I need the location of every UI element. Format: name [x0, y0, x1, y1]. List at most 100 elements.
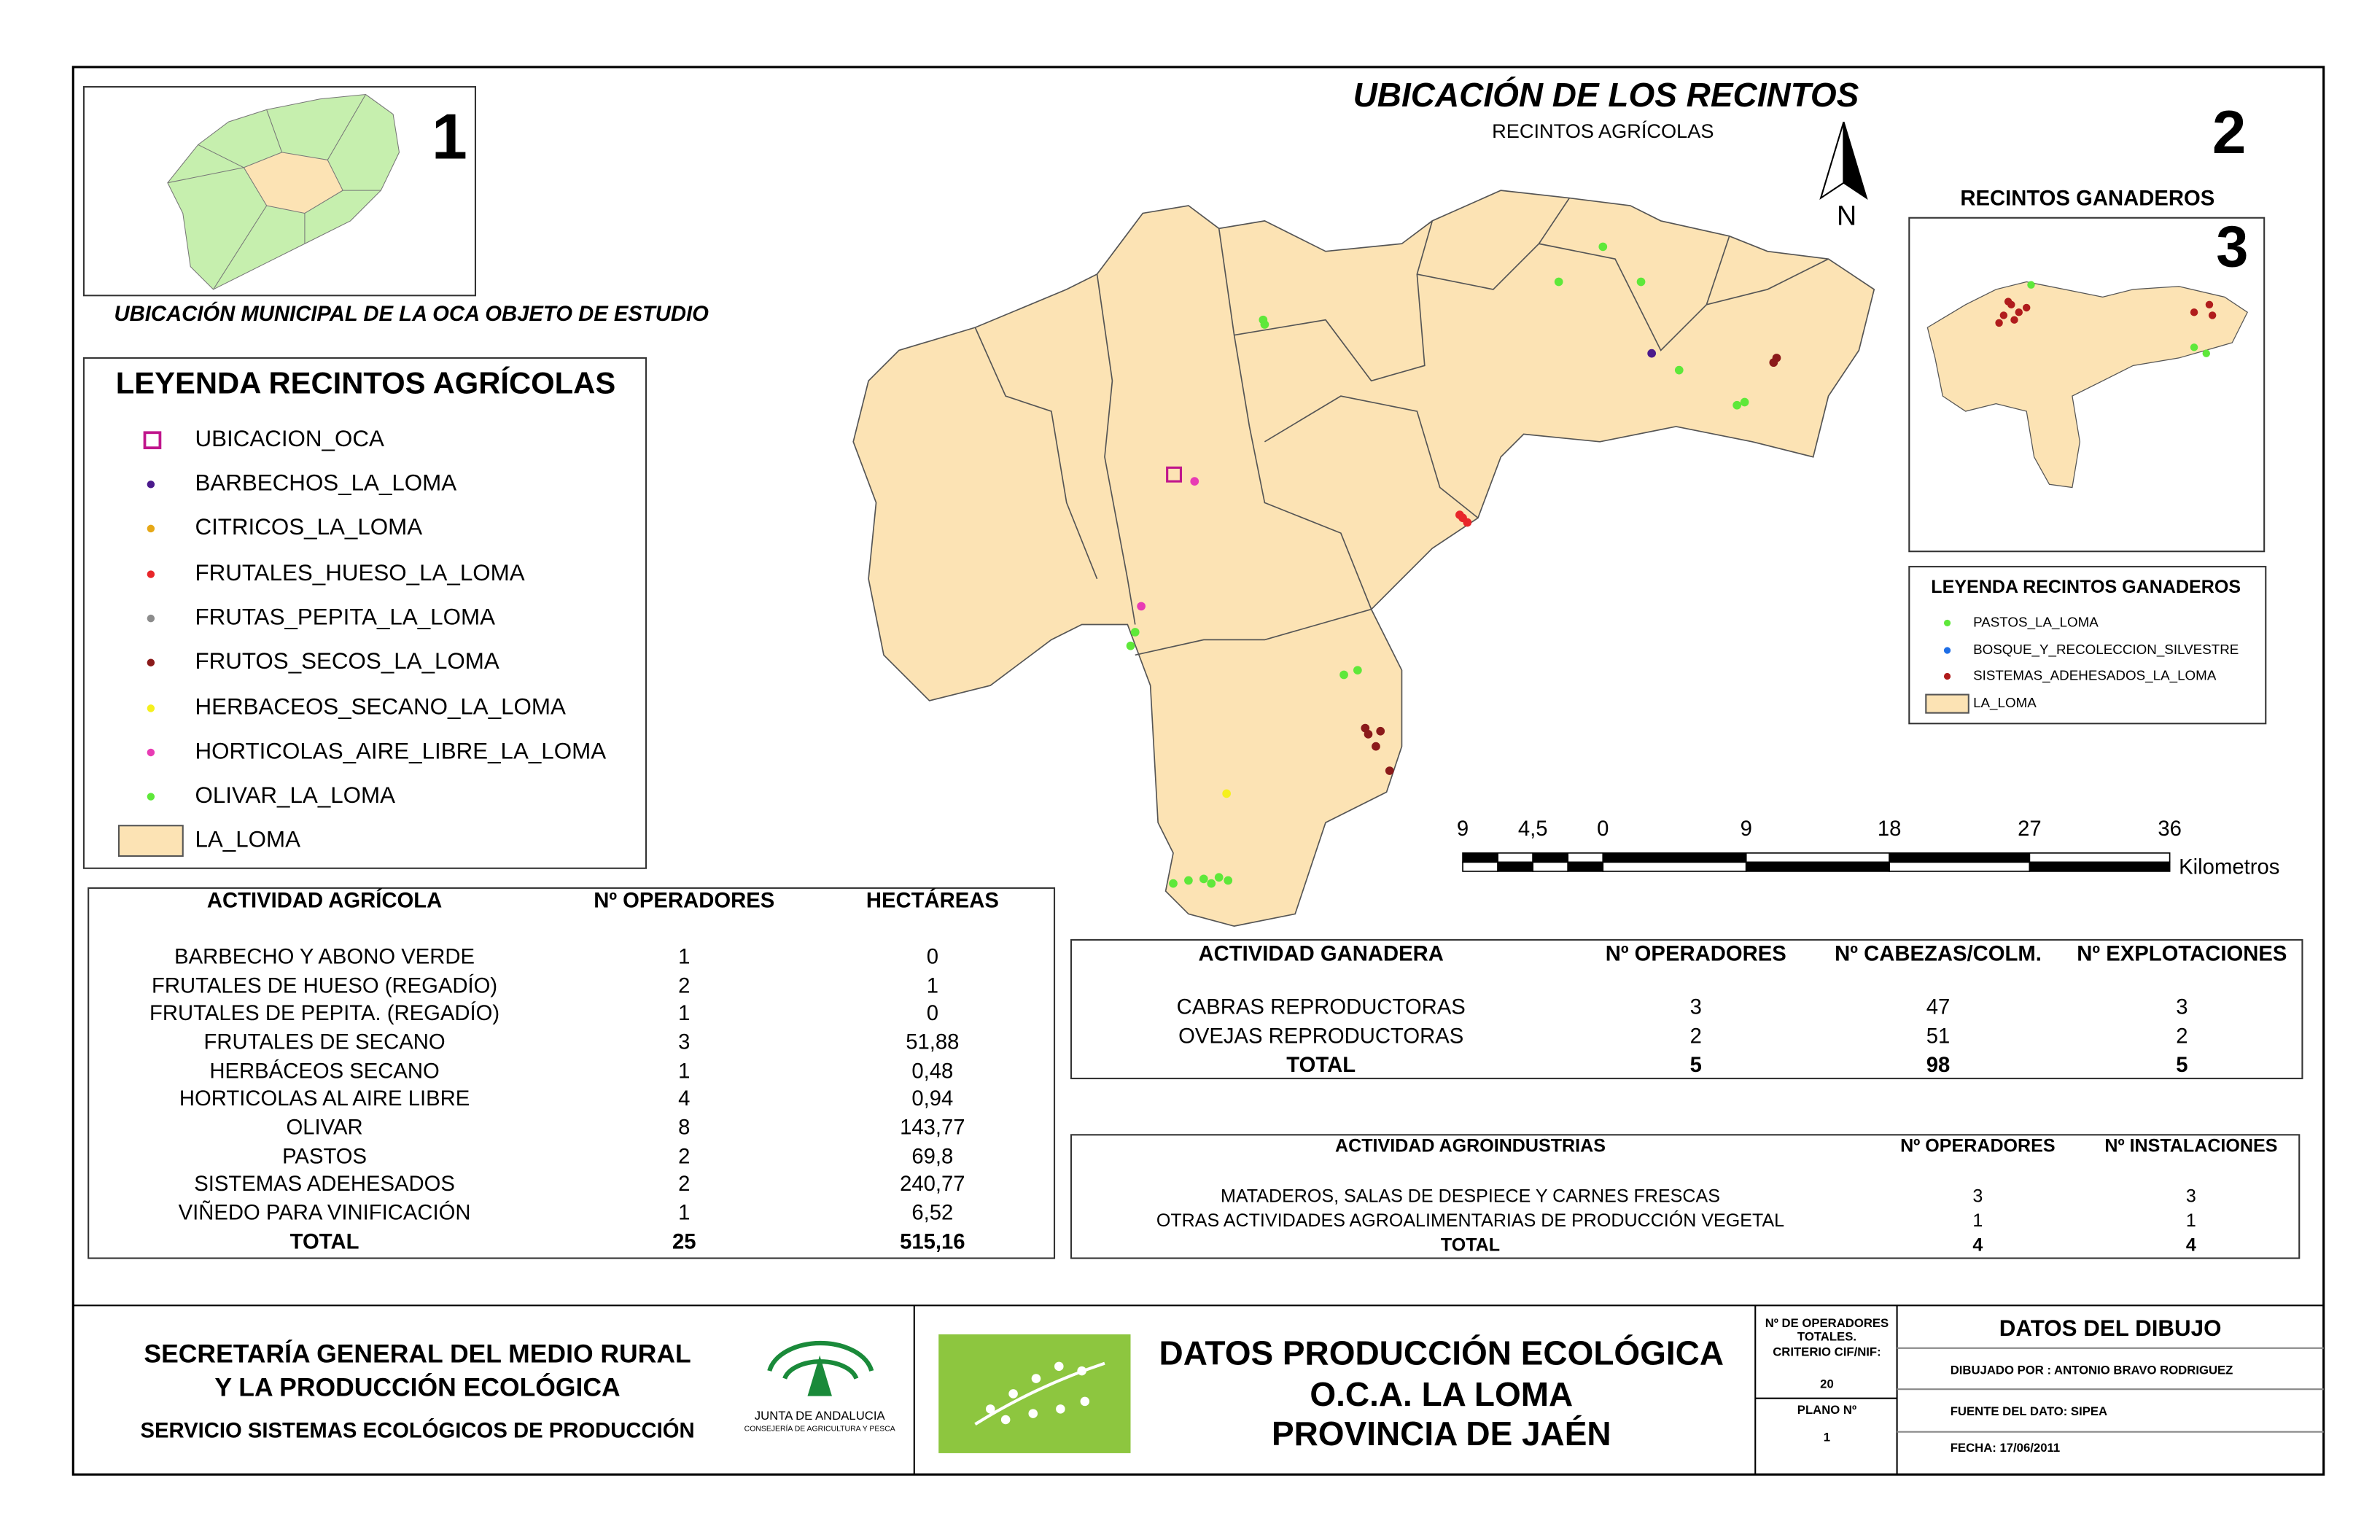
table-cell: 1: [2186, 1210, 2196, 1231]
table-cell: MATADEROS, SALAS DE DESPIECE Y CARNES FR…: [1221, 1186, 1720, 1207]
table-cell: 1: [678, 1002, 690, 1025]
table-total: 4: [2186, 1234, 2196, 1255]
table-cell: 8: [678, 1116, 690, 1140]
inset-points: [1995, 281, 2217, 357]
legend-symbol: [147, 748, 155, 757]
scale-segment: [1602, 861, 1747, 872]
table-cell: 0,48: [911, 1059, 953, 1083]
table-cell: SISTEMAS ADEHESADOS: [194, 1172, 455, 1196]
legend-symbol: [147, 614, 155, 623]
table-cell: 0,94: [911, 1087, 953, 1111]
inset-point: [2190, 343, 2198, 351]
scale-segment: [1567, 852, 1604, 863]
organization: Y LA PRODUCCIÓN ECOLÓGICA: [214, 1373, 620, 1402]
scale-bar: [1462, 852, 2171, 872]
scale-label: 36: [2158, 817, 2182, 841]
table-cell: 3: [678, 1031, 690, 1054]
scale-segment: [1497, 852, 1534, 863]
scale-label: 18: [1878, 817, 1902, 841]
map-point: [1184, 876, 1193, 885]
scale-segment: [1462, 852, 1498, 863]
table-total: TOTAL: [290, 1230, 359, 1253]
scale-segment: [2029, 861, 2171, 872]
legend-symbol: [147, 793, 155, 801]
table-cell: 6,52: [911, 1202, 953, 1225]
scale-label: 0: [1597, 817, 1609, 841]
legend-symbol: [1943, 672, 1951, 680]
inset-point: [2208, 311, 2217, 319]
table-cell: 1: [678, 1202, 690, 1225]
map-point: [1199, 874, 1208, 884]
map-point: [1372, 742, 1380, 751]
eu-organic-logo: [938, 1334, 1131, 1453]
legend-symbol: [147, 524, 155, 533]
table-cell: HERBÁCEOS SECANO: [209, 1059, 439, 1083]
legend-symbol: [147, 658, 155, 666]
table-cell: OVEJAS REPRODUCTORAS: [1178, 1024, 1463, 1048]
legend-frame: [82, 357, 648, 869]
table-header: ACTIVIDAD AGROINDUSTRIAS: [1335, 1136, 1606, 1156]
inset-point: [2190, 308, 2198, 316]
legend-title: LEYENDA RECINTOS GANADEROS: [1931, 577, 2241, 597]
map-point: [1674, 365, 1684, 375]
legend-label: FRUTALES_HUESO_LA_LOMA: [195, 560, 524, 586]
table-cell: 2: [678, 1145, 690, 1168]
logo-text: CONSEJERÍA DE AGRICULTURA Y PESCA: [744, 1423, 895, 1433]
inset-point: [2205, 300, 2214, 309]
map-point: [1224, 876, 1233, 885]
footer-title: DATOS PRODUCCIÓN ECOLÓGICA: [1159, 1334, 1724, 1372]
plan-label: PLANO Nº: [1797, 1403, 1856, 1417]
map-point: [1647, 349, 1657, 358]
legend-label: OLIVAR_LA_LOMA: [195, 782, 395, 808]
legend-symbol: [147, 481, 155, 489]
map-points: [1126, 242, 1781, 888]
map-point: [1130, 628, 1140, 637]
legend-label: HERBACEOS_SECANO_LA_LOMA: [195, 694, 566, 720]
inset-point: [2022, 303, 2031, 312]
map-subtitle: RECINTOS AGRÍCOLAS: [1492, 120, 1714, 142]
operators-label: CRITERIO CIF/NIF:: [1773, 1345, 1881, 1358]
table-cell: 240,77: [900, 1172, 965, 1196]
table-cell: 1: [927, 974, 938, 998]
legend-symbol: [147, 704, 155, 712]
map-point: [1207, 879, 1216, 888]
map-number: 2: [2212, 98, 2246, 166]
scale-segment: [1567, 861, 1604, 872]
table-total: 98: [1926, 1054, 1951, 1077]
footer-title: O.C.A. LA LOMA: [1310, 1375, 1573, 1413]
table-cell: 3: [1690, 996, 1702, 1019]
table-cell: 2: [1690, 1024, 1702, 1048]
table-cell: OTRAS ACTIVIDADES AGROALIMENTARIAS DE PR…: [1156, 1210, 1784, 1231]
map-point: [1463, 518, 1472, 527]
legend-label: UBICACION_OCA: [195, 426, 384, 451]
legend-label: LA_LOMA: [1973, 695, 2037, 711]
livestock-inset-map: [1926, 281, 2249, 489]
table-cell: 1: [678, 946, 690, 969]
map-point: [1260, 320, 1269, 329]
north-arrow: [1819, 121, 1868, 201]
map-point: [1554, 277, 1563, 287]
map-point: [1137, 602, 1146, 611]
table-cell: 47: [1926, 996, 1951, 1019]
table-cell: FRUTALES DE SECANO: [204, 1031, 446, 1054]
map-point: [1361, 723, 1370, 733]
scale-segment: [1745, 852, 1890, 863]
table-cell: FRUTALES DE PEPITA. (REGADÍO): [149, 1001, 499, 1025]
scale-label: 9: [1741, 817, 1752, 841]
drawn-by: DIBUJADO POR : ANTONIO BRAVO RODRIGUEZ: [1951, 1364, 2233, 1377]
legend-label: FRUTOS_SECOS_LA_LOMA: [195, 648, 499, 674]
legend-title: LEYENDA RECINTOS AGRÍCOLAS: [116, 366, 615, 400]
table-cell: 69,8: [911, 1145, 953, 1168]
table-cell: 4: [678, 1087, 690, 1111]
table-cell: 1: [678, 1059, 690, 1083]
table-cell: VIÑEDO PARA VINIFICACIÓN: [179, 1200, 471, 1225]
legend-label: LA_LOMA: [195, 826, 300, 852]
table-header: Nº EXPLOTACIONES: [2077, 943, 2287, 966]
inset-point: [2027, 281, 2035, 289]
scale-segment: [1889, 861, 2031, 872]
map-point: [1636, 277, 1646, 287]
map-point: [1598, 242, 1608, 252]
operators-label: TOTALES.: [1797, 1330, 1856, 1344]
table-frame: [88, 887, 1056, 1259]
